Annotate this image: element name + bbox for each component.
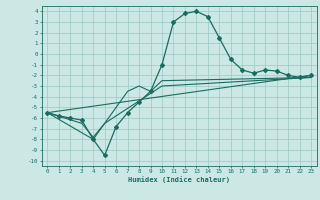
X-axis label: Humidex (Indice chaleur): Humidex (Indice chaleur)	[128, 176, 230, 183]
